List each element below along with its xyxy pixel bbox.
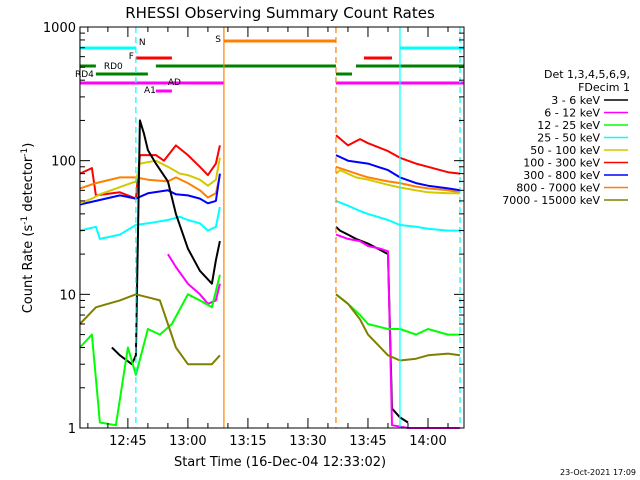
legend-label-25-50-kev: 25 - 50 keV	[537, 132, 600, 145]
flag-label-f: F	[129, 52, 134, 62]
flag-label-rd0: RD0	[104, 62, 123, 72]
y-tick-label-10: 10	[59, 288, 76, 303]
series-line-7000-15000-kev	[79, 293, 461, 366]
legend-label-12-25-kev: 12 - 25 keV	[537, 119, 600, 132]
flag-label-a1: A1	[144, 86, 156, 96]
flag-label-s: S	[215, 35, 221, 45]
series-line-100-300-kev	[79, 134, 461, 200]
flag-label-ad: AD	[168, 78, 181, 88]
y-axis: 1 10 100 1000	[43, 21, 464, 437]
flag-bars	[79, 39, 464, 93]
plot-series	[79, 119, 461, 429]
legend-label-300-800-kev: 300 - 800 keV	[523, 169, 600, 182]
series-line-3-6-kev	[111, 119, 409, 424]
x-tick-label-13-45: 13:45	[349, 434, 386, 449]
x-tick-label-13-00: 13:00	[169, 434, 206, 449]
x-tick-label-13-30: 13:30	[289, 434, 326, 449]
legend-label-6-12-kev: 6 - 12 keV	[544, 107, 600, 120]
x-axis-label: Start Time (16-Dec-04 12:33:02)	[174, 455, 386, 470]
flag-label-rd4: RD4	[75, 70, 94, 80]
flag-label-n: N	[139, 38, 146, 48]
legend-header: Det 1,3,4,5,6,9,	[544, 68, 630, 81]
y-axis-label-end: )	[21, 143, 36, 148]
y-tick-label-1: 1	[68, 422, 76, 437]
x-tick-label-14-00: 14:00	[409, 434, 446, 449]
series-line-50-100-kev	[79, 157, 460, 205]
legend-label-7000-15000-kev: 7000 - 15000 keV	[502, 194, 600, 207]
legend-label-50-100-kev: 50 - 100 keV	[530, 144, 600, 157]
y-axis-label-sup1: -1	[20, 216, 30, 225]
legend-subheader: FDecim 1	[578, 81, 630, 94]
y-tick-label-100: 100	[51, 155, 76, 170]
chart-title: RHESSI Observing Summary Count Rates	[125, 4, 435, 22]
y-axis-label: Count Rate (s-1 detector-1)	[20, 143, 36, 314]
series-line-6-12-kev	[167, 233, 460, 429]
legend-label-3-6-kev: 3 - 6 keV	[551, 94, 600, 107]
x-tick-label-13-15: 13:15	[229, 434, 266, 449]
plot-frame	[79, 26, 465, 429]
footer-timestamp: 23-Oct-2021 17:09	[560, 468, 636, 477]
x-axis: 12:45 13:00 13:15 13:30 13:45 14:00	[87, 27, 449, 449]
y-axis-label-main: Count Rate (s	[21, 225, 36, 314]
legend-label-100-300-kev: 100 - 300 keV	[523, 157, 600, 170]
flag-labels: NF S RD0 RD4 AD A1	[75, 35, 221, 96]
y-tick-label-1000: 1000	[43, 21, 76, 36]
y-axis-label-sup2: -1	[20, 148, 30, 157]
series-line-12-25-kev	[79, 274, 460, 427]
x-tick-label-12-45: 12:45	[109, 434, 146, 449]
series-line-25-50-kev	[79, 199, 460, 240]
y-axis-label-mid: detector	[21, 156, 36, 216]
legend-label-800-7000-kev: 800 - 7000 keV	[516, 182, 600, 195]
